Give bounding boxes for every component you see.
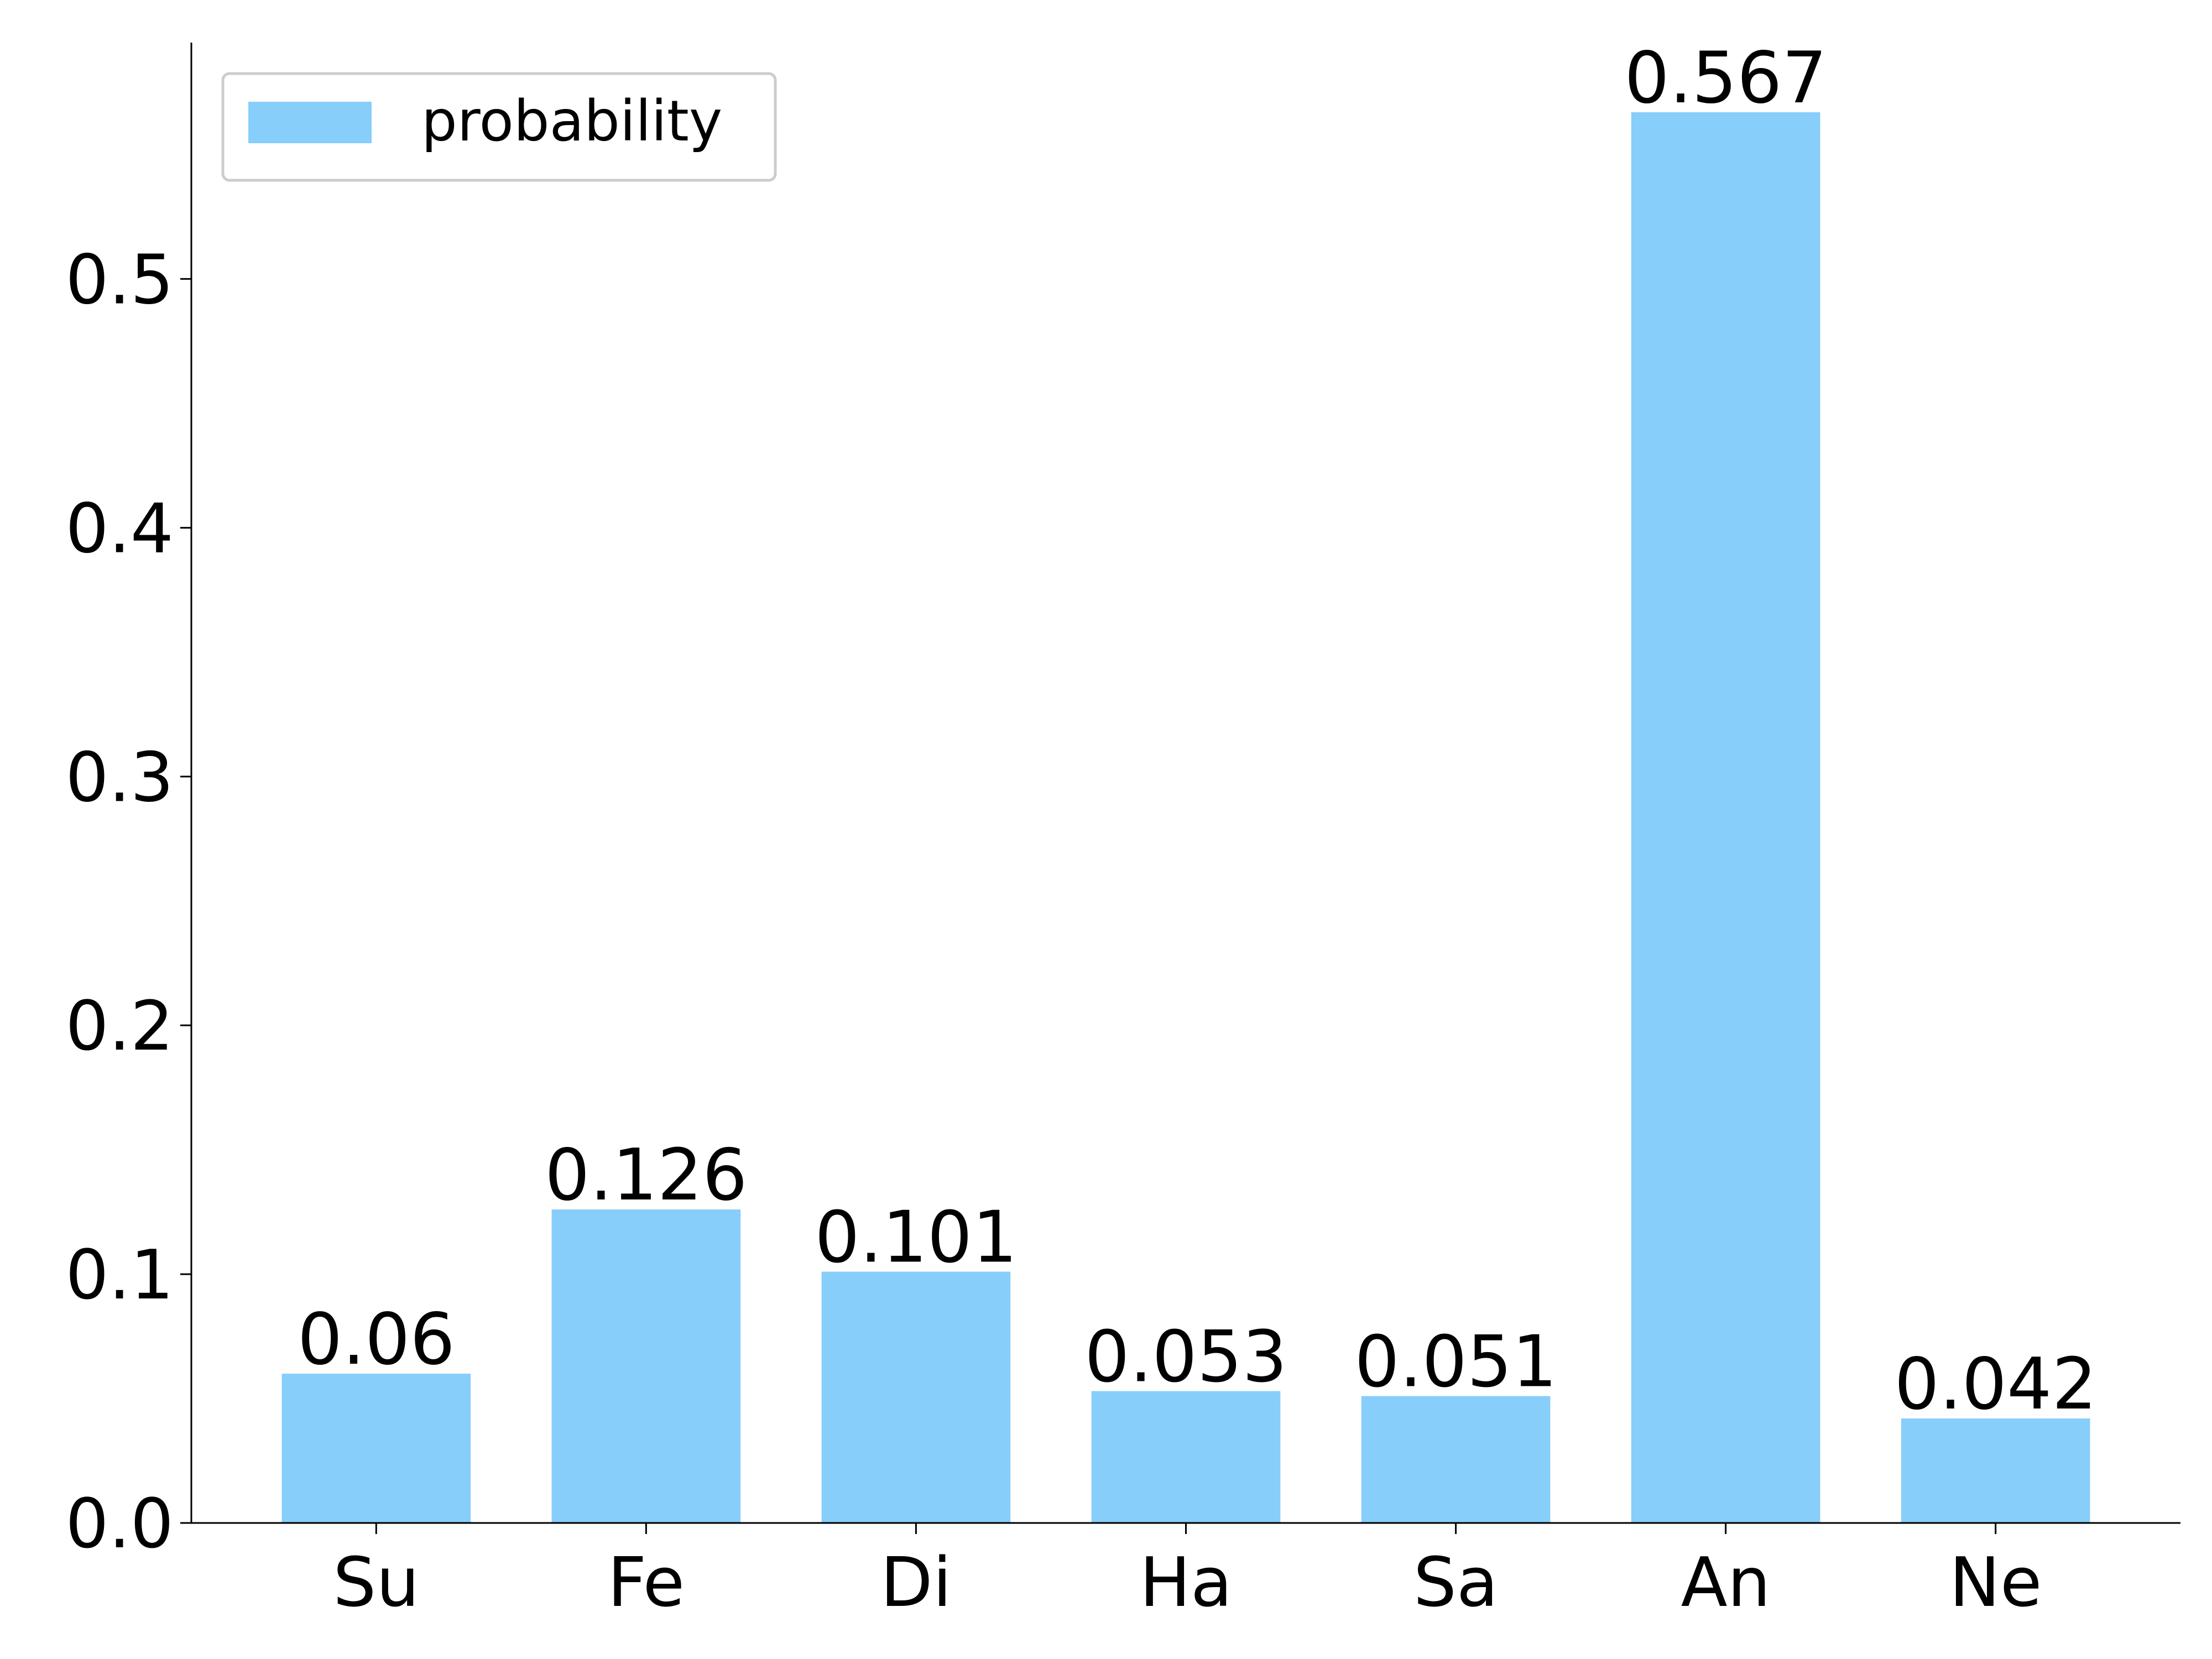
x-tick-label: Ne: [1949, 1543, 2042, 1623]
y-tick-label: 0.4: [65, 489, 174, 568]
x-tick-label: Ha: [1140, 1543, 1233, 1623]
legend-label: probability: [421, 88, 722, 154]
value-label: 0.567: [1624, 37, 1827, 119]
x-tick-label: An: [1681, 1543, 1771, 1623]
x-tick-label: Fe: [608, 1543, 685, 1623]
y-tick-label: 0.3: [65, 738, 174, 817]
y-tick-label: 0.2: [65, 987, 174, 1066]
value-label: 0.101: [815, 1197, 1017, 1279]
bar: [1361, 1396, 1551, 1523]
bar: [551, 1209, 741, 1523]
bar: [1901, 1418, 2090, 1523]
x-tick-label: Sa: [1413, 1543, 1498, 1623]
value-label: 0.126: [545, 1134, 747, 1217]
y-tick-label: 0.5: [65, 241, 174, 320]
bar: [1631, 112, 1820, 1523]
bar: [281, 1374, 471, 1523]
value-label: 0.042: [1894, 1343, 2096, 1426]
value-label: 0.06: [298, 1298, 455, 1381]
y-tick-label: 0.1: [65, 1236, 174, 1315]
value-label: 0.051: [1354, 1321, 1557, 1404]
y-tick-label: 0.0: [65, 1485, 174, 1564]
bar: [821, 1271, 1011, 1523]
x-tick-label: Su: [333, 1543, 419, 1623]
bar: [1091, 1391, 1281, 1523]
legend-box: [221, 72, 777, 182]
x-tick-label: Di: [880, 1543, 952, 1623]
value-label: 0.053: [1084, 1316, 1287, 1399]
legend-swatch: [248, 102, 372, 143]
